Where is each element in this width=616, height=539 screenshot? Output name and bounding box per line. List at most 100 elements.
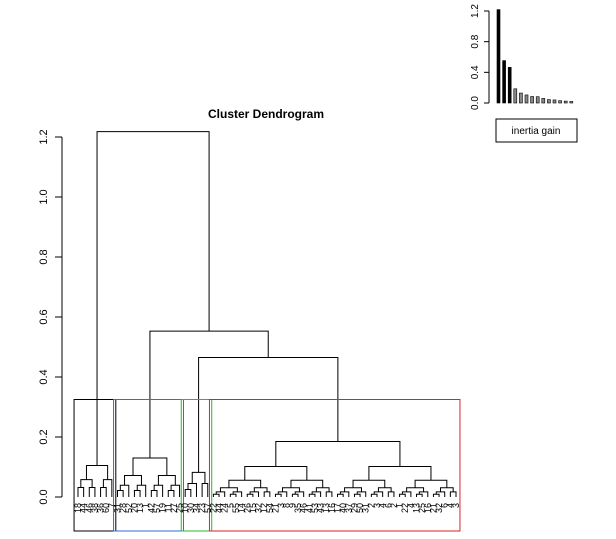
- dendrogram-link: [219, 487, 238, 492]
- leaf-label: 55: [231, 503, 241, 513]
- dendrogram-link: [353, 493, 361, 497]
- leaf-label: 22: [208, 503, 218, 513]
- dendrogram-link: [157, 475, 176, 486]
- leaf-label: 24: [220, 503, 230, 513]
- inset-y-tick-label: 0.4: [470, 65, 481, 79]
- dendrogram-link: [244, 465, 308, 481]
- leaf-label: 3: [372, 503, 382, 508]
- dendrogram-link: [167, 490, 175, 497]
- dendrogram-link: [80, 479, 93, 488]
- chart-title: Cluster Dendrogram: [208, 107, 324, 121]
- y-tick-label: 1.0: [38, 189, 50, 204]
- dendrogram-link: [253, 487, 268, 492]
- leaf-label: 2: [366, 503, 376, 508]
- dendrogram-link: [96, 131, 210, 466]
- leaf-label: 53: [310, 503, 320, 513]
- dendrogram-link: [290, 479, 324, 488]
- leaf-label: 43: [316, 503, 326, 513]
- leaf-label: 21: [270, 503, 280, 513]
- inertia-bars: [496, 9, 574, 104]
- leaf-label: 36: [96, 503, 106, 513]
- cluster-box-1: [73, 399, 117, 532]
- leaf-label: 29: [349, 503, 359, 513]
- dendrogram-link: [246, 493, 254, 497]
- leaf-label: 23: [197, 503, 207, 513]
- leaf-label: 4: [445, 503, 455, 508]
- inertia-gain-chart: 0.0 0.4 0.8 1.2 inertia gain: [470, 4, 578, 143]
- dendrogram-link: [116, 490, 124, 497]
- leaf-label: 7: [107, 503, 117, 508]
- inertia-bar: [547, 99, 551, 104]
- dendrogram-link: [432, 493, 440, 497]
- dendrogram-link: [136, 484, 147, 497]
- inertia-bar: [502, 60, 506, 104]
- leaf-label: 19: [158, 503, 168, 513]
- dendrogram-link: [377, 487, 392, 492]
- dendrogram-link: [170, 484, 181, 497]
- dendrogram-link: [370, 493, 378, 497]
- y-tick-label: 0.2: [38, 429, 50, 444]
- leaf-label: 17: [333, 503, 343, 513]
- leaf-label: 60: [101, 503, 111, 513]
- leaf-label: 52: [124, 503, 134, 513]
- leaf-label: 31: [112, 503, 122, 513]
- dendrogram-link: [133, 490, 141, 497]
- dendrogram-link: [387, 491, 395, 497]
- leaf-label: 20: [129, 503, 139, 513]
- leaf-label: 25: [417, 503, 427, 513]
- inertia-bar: [496, 9, 501, 104]
- dendrogram-link: [308, 493, 316, 497]
- leaf-label: 46: [299, 503, 309, 513]
- dendrogram-link: [77, 486, 85, 497]
- leaf-label: 32: [434, 503, 444, 513]
- dendrogram-link: [399, 493, 406, 497]
- dendrogram-link: [100, 486, 107, 497]
- leaf-label: 25: [175, 503, 185, 513]
- leaf-label: 12: [259, 503, 269, 513]
- leaf-label: 40: [338, 503, 348, 513]
- dendrogram-link: [201, 482, 209, 497]
- leaf-label: 37: [344, 503, 354, 513]
- dendrogram-link: [212, 493, 220, 497]
- cluster-box-4: [208, 399, 461, 532]
- dendrogram-link: [406, 487, 425, 492]
- inset-y-tick-label: 0.0: [470, 96, 481, 110]
- dendrogram-link: [344, 487, 362, 492]
- y-tick-label: 0.4: [38, 369, 50, 384]
- inertia-bar: [569, 101, 574, 104]
- dendrogram-link: [187, 482, 197, 497]
- leaf-label: 1: [395, 503, 405, 508]
- leaf-label: 16: [423, 503, 433, 513]
- leaf-label: 38: [90, 503, 100, 513]
- leaf-label: 14: [237, 503, 247, 513]
- cluster-box-2: [113, 399, 185, 532]
- leaf-label: 9: [287, 503, 297, 508]
- leaf-label: 46: [84, 503, 94, 513]
- dendrogram-link: [229, 493, 237, 497]
- leaf-label: 57: [152, 503, 162, 513]
- y-tick-label: 0.6: [38, 309, 50, 324]
- inertia-bar: [513, 88, 518, 104]
- leaf-label: 41: [304, 503, 314, 513]
- dendrogram-link: [337, 493, 344, 497]
- inertia-bar: [541, 98, 546, 104]
- dendrogram-link: [368, 465, 432, 481]
- leaf-label: 4: [406, 503, 416, 508]
- dendrogram-link: [439, 487, 454, 492]
- dendrogram-link: [132, 457, 168, 476]
- y-tick-label: 1.2: [38, 129, 50, 144]
- dendrogram-link: [124, 475, 142, 486]
- leaf-label: 42: [146, 503, 156, 513]
- leaf-label: 3: [451, 503, 461, 508]
- dendrogram-link: [274, 493, 282, 497]
- leaf-label: 13: [135, 503, 145, 513]
- leaf-label: 57: [203, 503, 213, 513]
- leaf-label: 13: [321, 503, 331, 513]
- leaf-label: 50: [355, 503, 365, 513]
- leaf-label: 32: [254, 503, 264, 513]
- dendrogram-link: [191, 471, 206, 484]
- dendrogram-link: [282, 487, 300, 492]
- leaf-label: 44: [79, 503, 89, 513]
- leaf-label: 5: [225, 503, 235, 508]
